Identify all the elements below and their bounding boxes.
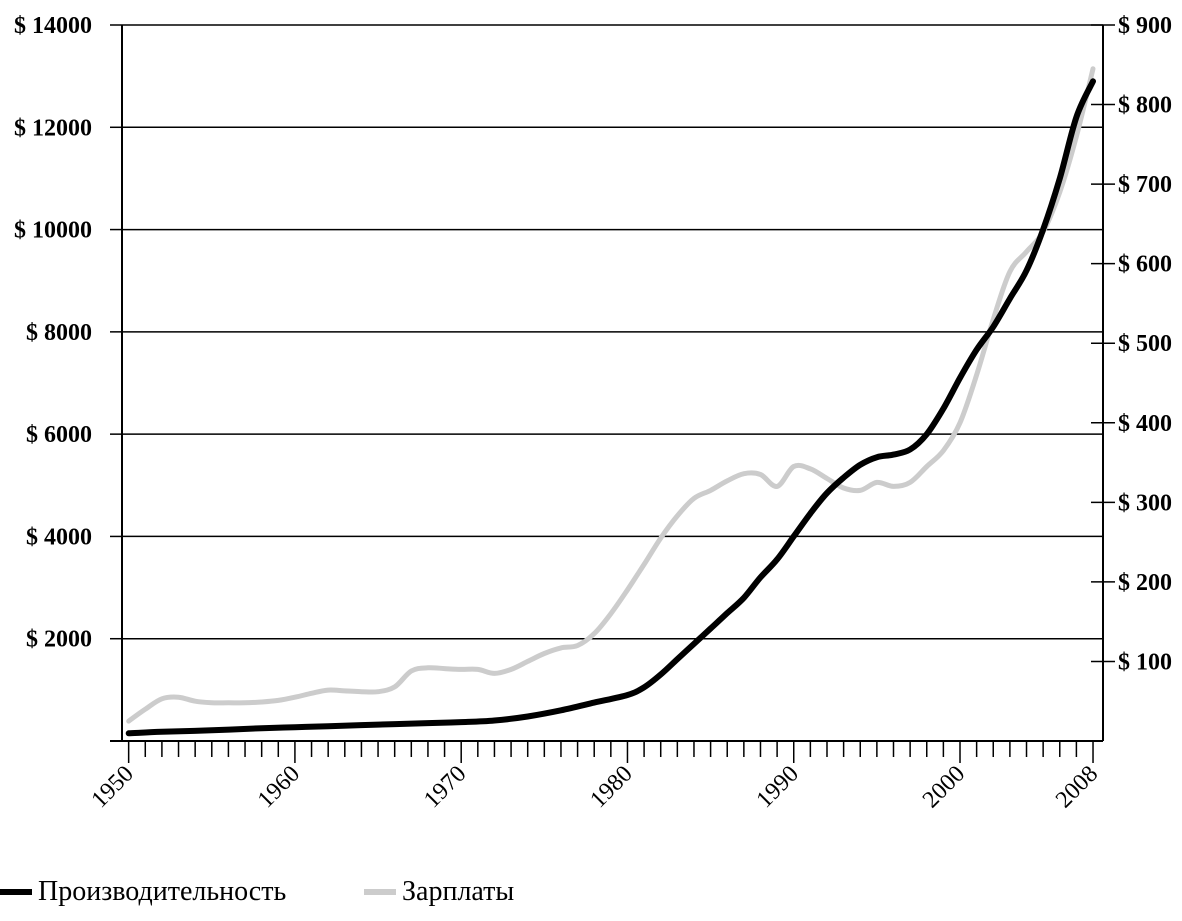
y-left-tick-label: $ 2000 [26,627,92,653]
axes [110,24,1115,763]
y-right-tick-label: $ 100 [1118,649,1172,675]
y-right-tick-label: $ 500 [1118,331,1172,357]
series-lines [125,66,1096,737]
legend-swatch-wages [364,889,396,895]
y-left-tick-label: $ 12000 [14,115,92,141]
line-chart: $ 2000 $ 4000 $ 6000 $ 8000 $ 10000 $ 12000 $ … [14,13,1172,813]
y-right-tick-label: $ 700 [1118,172,1172,198]
legend-label-wages: Зарплаты [402,876,515,907]
y-left-tick-label: $ 6000 [26,422,92,448]
x-tick-label: 1980 [585,761,637,813]
legend-swatch-productivity [0,889,32,895]
y-right-tick-label: $ 200 [1118,570,1172,596]
tick-labels: $ 2000 $ 4000 $ 6000 $ 8000 $ 10000 $ 12000 $ … [14,13,1172,813]
legend-item-wages: Зарплаты [364,876,514,908]
x-tick-label: 1990 [752,761,804,813]
legend-label-productivity: Производительность [38,876,287,907]
legend-item-productivity: Производительность [0,876,286,908]
x-tick-label: 1970 [419,761,471,813]
y-right-tick-label: $ 400 [1118,411,1172,437]
y-right-tick-label: $ 600 [1118,252,1172,278]
y-right-tick-label: $ 900 [1118,13,1172,39]
series-line-wages [126,66,1096,724]
legend: Производительность Зарплаты [0,876,1182,916]
series-line-productivity [125,78,1096,737]
y-left-tick-label: $ 14000 [14,13,92,39]
x-tick-label: 2000 [918,761,970,813]
x-tick-label: 1960 [253,761,305,813]
x-tick-label: 2008 [1051,761,1103,813]
x-tick-label: 1950 [87,761,139,813]
y-left-tick-label: $ 4000 [26,524,92,550]
y-left-tick-label: $ 8000 [26,320,92,346]
y-right-tick-label: $ 300 [1118,490,1172,516]
gridlines [122,24,1103,640]
y-right-tick-label: $ 800 [1118,93,1172,119]
y-left-tick-label: $ 10000 [14,218,92,244]
